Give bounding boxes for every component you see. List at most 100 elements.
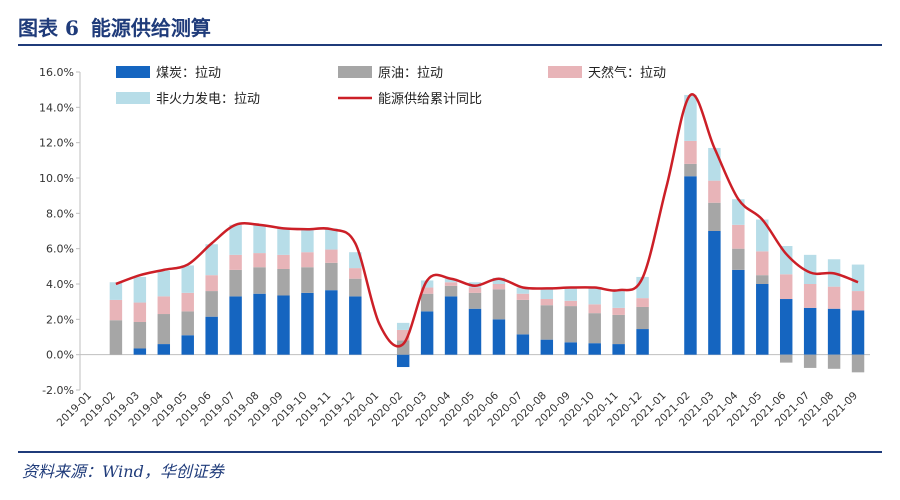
oil-bar	[827, 354, 841, 369]
gas-bar	[540, 299, 554, 306]
nonfossil-bar	[301, 229, 314, 253]
oil-bar	[109, 320, 123, 355]
gas-bar	[277, 254, 290, 269]
nonfossil-bar	[157, 270, 171, 297]
oil-bar	[468, 292, 482, 309]
gas-bar	[492, 284, 506, 290]
nonfossil-bar	[803, 254, 817, 284]
coal-bar	[708, 231, 721, 355]
oil-bar	[420, 293, 434, 312]
gas-bar	[325, 249, 338, 263]
oil-bar	[779, 354, 793, 363]
title-divider	[18, 44, 882, 46]
oil-bar	[588, 313, 601, 344]
gas-bar	[157, 296, 171, 315]
gas-bar	[564, 300, 577, 307]
coal-bar	[492, 319, 506, 355]
oil-bar	[540, 305, 554, 340]
gas-bar	[133, 302, 147, 322]
oil-bar	[612, 314, 625, 345]
oil-bar	[516, 299, 530, 335]
y-tick-label: 6.0%	[46, 243, 74, 256]
nonfossil-bar	[851, 264, 865, 292]
coal-bar	[827, 308, 841, 355]
gas-bar	[588, 304, 601, 314]
oil-bar	[444, 285, 458, 297]
legend-label: 非火力发电：拉动	[156, 91, 260, 107]
legend-swatch	[338, 66, 372, 78]
nonfossil-bar	[133, 276, 147, 303]
nonfossil-bar	[253, 224, 266, 254]
oil-bar	[732, 248, 745, 270]
y-tick-label: 8.0%	[46, 207, 74, 220]
nonfossil-bar	[564, 286, 577, 301]
legend-label: 天然气：拉动	[588, 65, 666, 81]
nonfossil-bar	[732, 199, 745, 225]
nonfossil-bar	[396, 322, 410, 330]
chart-area: -2.0% 0.0% 2.0% 4.0% 6.0% 8.0% 10.0% 12.0% 14.0%…	[18, 52, 882, 444]
source-divider	[18, 451, 882, 453]
nonfossil-bar	[492, 277, 506, 284]
y-tick-label: 16.0%	[39, 66, 74, 79]
y-tick-label: 4.0%	[46, 278, 74, 291]
oil-bar	[803, 354, 817, 368]
oil-bar	[492, 289, 506, 320]
legend-swatch	[116, 92, 150, 104]
gas-bar	[803, 284, 817, 308]
nonfossil-bar	[612, 290, 625, 308]
gas-bar	[636, 298, 649, 307]
oil-bar	[851, 354, 865, 373]
coal-bar	[133, 348, 147, 355]
nonfossil-bar	[516, 287, 530, 294]
gas-bar	[612, 307, 625, 315]
y-tick-label: -2.0%	[42, 384, 74, 397]
nonfossil-bar	[444, 278, 458, 283]
gas-bar	[732, 224, 745, 249]
y-tick-label: 10.0%	[39, 172, 74, 185]
nonfossil-bar	[684, 94, 697, 141]
nonfossil-bar	[277, 228, 290, 255]
coal-bar	[540, 339, 554, 355]
gas-bar	[109, 299, 123, 321]
figure-caption: 能源供给测算	[90, 15, 211, 40]
gas-bar	[301, 252, 314, 268]
oil-bar	[349, 278, 362, 297]
coal-bar	[349, 296, 362, 355]
coal-bar	[157, 344, 171, 355]
gas-bar	[708, 180, 721, 203]
oil-bar	[133, 321, 147, 349]
legend-label: 能源供给累计同比	[378, 92, 482, 107]
legend-label: 煤炭：拉动	[156, 66, 221, 81]
cumulative-yoy-line	[115, 93, 859, 348]
gas-bar	[468, 287, 482, 293]
nonfossil-bar	[420, 280, 434, 288]
oil-bar	[684, 163, 697, 177]
oil-bar	[325, 262, 338, 291]
energy-supply-chart: -2.0% 0.0% 2.0% 4.0% 6.0% 8.0% 10.0% 12.0% 14.0%…	[39, 65, 870, 429]
nonfossil-bar	[349, 252, 362, 269]
nonfossil-bar	[540, 289, 554, 300]
coal-bar	[564, 342, 577, 355]
gas-bar	[181, 292, 194, 312]
nonfossil-bar	[181, 265, 194, 293]
oil-bar	[708, 202, 721, 231]
y-tick-label: 2.0%	[46, 313, 74, 326]
gas-bar	[756, 251, 769, 276]
legend-label: 原油：拉动	[378, 66, 443, 81]
gas-bar	[205, 275, 218, 292]
nonfossil-bar	[109, 282, 123, 300]
coal-bar	[468, 308, 482, 355]
coal-bar	[229, 296, 242, 355]
coal-bar	[301, 292, 314, 355]
oil-bar	[253, 267, 266, 294]
coal-bar	[636, 329, 649, 355]
coal-bar	[803, 307, 817, 355]
coal-bar	[205, 316, 218, 355]
gas-bar	[684, 140, 697, 164]
gas-bar	[851, 291, 865, 311]
y-tick-label: 14.0%	[39, 101, 74, 114]
coal-bar	[756, 284, 769, 355]
gas-bar	[229, 254, 242, 270]
coal-bar	[588, 343, 601, 355]
y-tick-label: 0.0%	[46, 349, 74, 362]
